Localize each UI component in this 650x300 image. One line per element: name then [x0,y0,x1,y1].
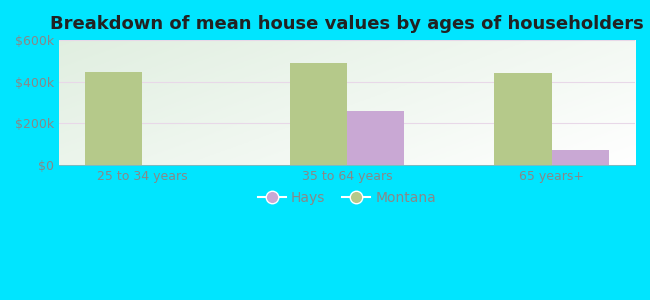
Bar [552,150,609,165]
Bar [494,74,552,165]
Bar [85,72,142,165]
Title: Breakdown of mean house values by ages of householders: Breakdown of mean house values by ages o… [50,15,644,33]
Bar [290,63,347,165]
Legend: Hays, Montana: Hays, Montana [252,185,442,210]
Bar [347,111,404,165]
